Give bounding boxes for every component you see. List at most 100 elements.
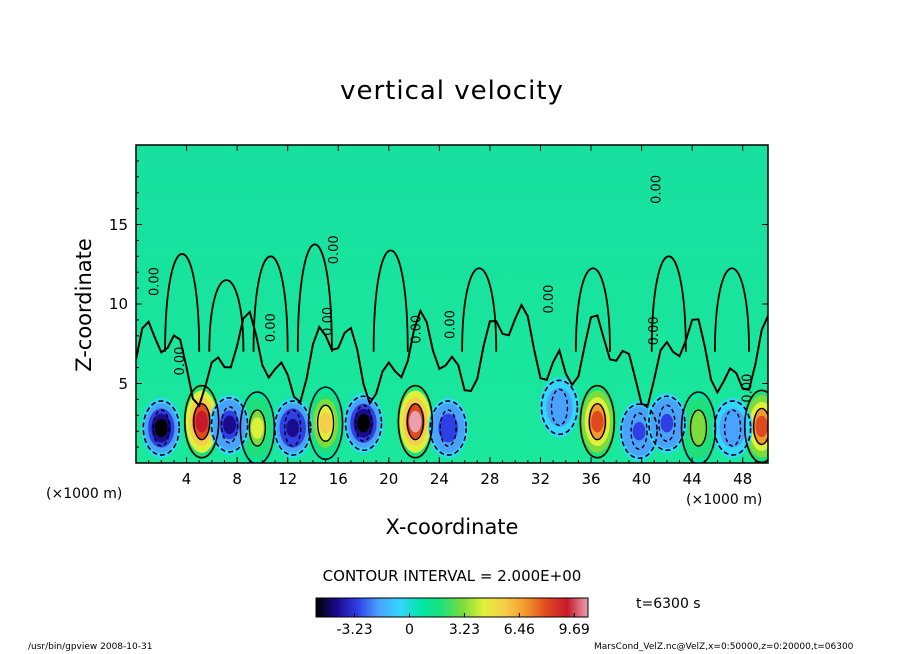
field-blob (251, 417, 264, 439)
contour-ring (344, 395, 383, 452)
contour-ring (429, 400, 468, 456)
contour-ring-inner (588, 402, 607, 441)
contour-label: 0.00 (173, 347, 188, 376)
field-blob (154, 418, 168, 438)
y-tick-label: 5 (118, 374, 128, 393)
contour-ring-inner (193, 402, 211, 441)
contour-label: 0.00 (148, 267, 163, 296)
contour-label: 0.00 (741, 374, 756, 403)
x-tick-label: 8 (232, 470, 242, 488)
field-blob (223, 415, 236, 435)
y-tick-label: 15 (108, 215, 128, 234)
contour-ring-inner (630, 412, 648, 450)
y-tick-label: 10 (108, 295, 128, 313)
x-tick-label: 48 (733, 470, 753, 488)
zero-contour-plume (164, 253, 201, 352)
contour-ring-inner (689, 409, 708, 447)
contour-ring (579, 384, 616, 459)
colorbar-label: 9.69 (558, 622, 590, 638)
field-blob (195, 410, 208, 433)
contour-label: 0.00 (444, 310, 459, 339)
contour-ring (273, 400, 312, 456)
contour-ring (620, 403, 658, 460)
field-blob (632, 422, 646, 441)
footer-program: /usr/bin/gpview 2008-10-31 (28, 642, 153, 652)
contour-ring (183, 384, 220, 459)
field-blob (409, 410, 422, 433)
y-axis-label: Z-coordinate (72, 238, 96, 372)
contour-ring (239, 391, 276, 463)
x-unit-label-right: (×1000 m) (686, 492, 763, 508)
x-tick-label: 20 (379, 470, 399, 488)
colorbar-label: 0 (405, 622, 414, 638)
colorbar-gradient (315, 597, 589, 618)
field-blob (692, 417, 705, 439)
contour-ring-inner (316, 404, 335, 442)
contour-ring-inner (248, 409, 267, 447)
contour-ring-inner (406, 402, 425, 441)
contour-ring (648, 395, 686, 452)
x-tick-label: 24 (429, 470, 449, 488)
field-blob (755, 415, 768, 438)
contour-label: 0.00 (647, 316, 662, 345)
field-blob (319, 412, 332, 435)
x-tick-label: 28 (480, 470, 500, 488)
zero-contour-plume (650, 255, 687, 352)
contour-label: 0.00 (321, 307, 336, 336)
contour-interval-text: CONTOUR INTERVAL = 2.000E+00 (322, 567, 582, 585)
contour-ring-inner (220, 406, 239, 444)
contour-ring (680, 391, 717, 463)
y-axis-ticks (136, 144, 768, 464)
contour-label: 0.00 (542, 285, 557, 314)
field-blob (660, 414, 674, 433)
zero-contour-plume (461, 267, 498, 352)
contour-ring (713, 400, 752, 456)
x-unit-label-left: (×1000 m) (46, 486, 123, 502)
colorbar-label: 3.23 (448, 622, 480, 638)
zero-contour-plume (574, 267, 611, 352)
contour-ring (210, 397, 249, 453)
contour-label: 0.00 (327, 235, 342, 264)
contour-label: 0.00 (264, 313, 279, 342)
x-tick-label: 16 (328, 470, 348, 488)
field-blob (357, 414, 370, 433)
contour-ring-inner (550, 388, 569, 427)
contour-ring-inner (723, 409, 742, 447)
footer-source: MarsCond_VelZ.nc@VelZ,x=0:50000,z=0:2000… (594, 642, 854, 652)
contour-label: 0.00 (409, 315, 424, 344)
x-axis-ticks (135, 145, 769, 463)
field-blob (441, 418, 455, 438)
contour-ring (142, 400, 181, 456)
x-tick-label: 36 (581, 470, 601, 488)
field-blob (286, 418, 300, 438)
zero-contour-plume (208, 279, 245, 352)
zero-contour-plume (252, 255, 289, 352)
colorbar-label: -3.23 (336, 622, 373, 638)
x-tick-label: 44 (682, 470, 702, 488)
field-blob (553, 398, 566, 417)
contour-ring (540, 379, 579, 436)
x-tick-label: 40 (632, 470, 652, 488)
x-tick-label: 12 (278, 470, 298, 488)
x-tick-label: 4 (181, 470, 192, 488)
field-blob (726, 418, 740, 438)
zero-contour-plume (714, 267, 750, 352)
contour-label: 0.00 (650, 175, 665, 204)
contour-ring-inner (284, 409, 302, 447)
contour-ring-inner (658, 404, 676, 442)
time-text: t=6300 s (636, 596, 701, 612)
zero-contour (136, 302, 768, 408)
contour-ring (397, 384, 434, 459)
x-tick-label: 32 (530, 470, 551, 488)
x-axis-label: X-coordinate (385, 515, 519, 539)
zero-contour-plume (296, 243, 333, 352)
contour-ring-inner (752, 407, 768, 446)
contour-ring (307, 386, 344, 461)
colorbar-label: 6.46 (503, 622, 535, 638)
contour-lines: 0.00 0.00 0.00 0.00 0.00 0.00 0.00 0.00 0.00 0.00… (136, 175, 768, 463)
colorbar (315, 597, 589, 618)
contour-ring-inner (439, 409, 457, 447)
field-blob (591, 410, 604, 433)
contour-ring-inner (152, 409, 170, 447)
